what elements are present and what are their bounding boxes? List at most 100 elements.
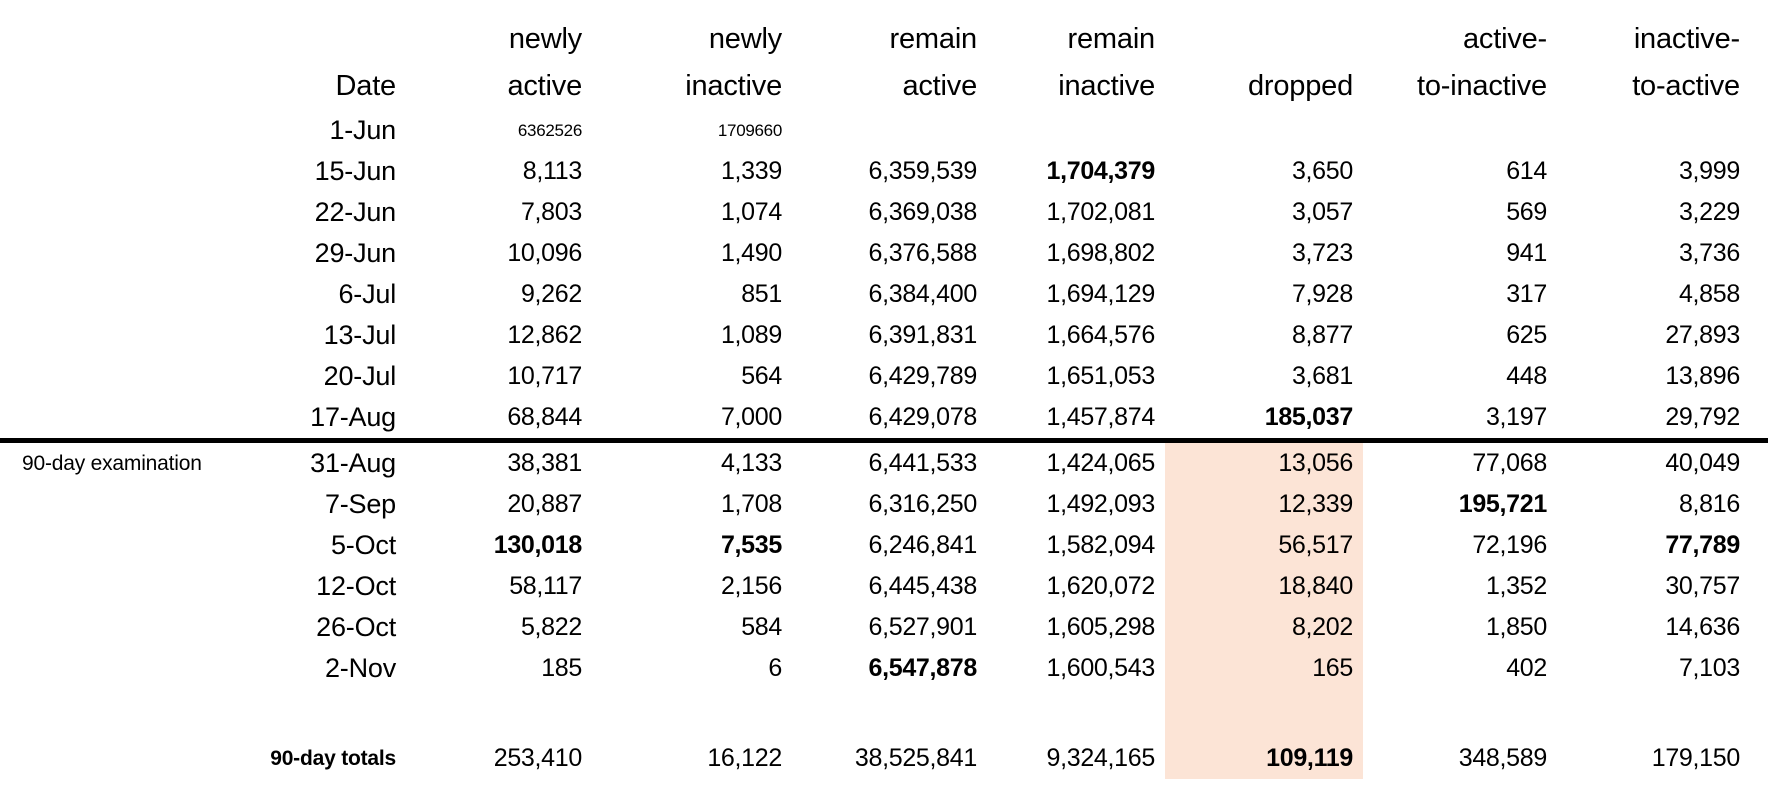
newly-active-cell[interactable]: 9,262 (520, 280, 582, 308)
remain-inactive-cell[interactable]: 1,704,379 (1046, 157, 1155, 185)
date-cell[interactable]: 13-Jul (323, 320, 397, 350)
active-to-inactive-cell[interactable]: 195,721 (1458, 490, 1548, 518)
column-header-remain-inactive[interactable]: remain (1067, 23, 1156, 55)
newly-inactive-cell[interactable]: 584 (741, 613, 782, 641)
remain-inactive-cell[interactable]: 9,324,165 (1046, 744, 1155, 772)
newly-active-cell[interactable]: 38,381 (507, 449, 582, 477)
column-header-remain-active[interactable]: remain (889, 23, 978, 55)
column-header-newly-active[interactable]: newly (508, 23, 582, 55)
newly-active-cell[interactable]: 58,117 (509, 572, 582, 600)
inactive-to-active-cell[interactable]: 27,893 (1665, 321, 1740, 349)
date-cell[interactable]: 17-Aug (310, 402, 396, 432)
inactive-to-active-cell[interactable]: 77,789 (1665, 531, 1740, 559)
remain-active-cell[interactable]: 6,376,588 (868, 239, 977, 267)
inactive-to-active-cell[interactable]: 40,049 (1665, 449, 1740, 477)
date-cell[interactable]: 22-Jun (314, 197, 397, 227)
remain-inactive-cell[interactable]: 1,424,065 (1046, 449, 1155, 477)
remain-active-cell[interactable]: 6,441,533 (868, 449, 977, 477)
inactive-to-active-cell[interactable]: 13,896 (1665, 362, 1740, 390)
remain-active-cell[interactable]: 6,359,539 (868, 157, 977, 185)
dropped-cell[interactable]: 3,723 (1291, 239, 1353, 267)
newly-inactive-cell[interactable]: 7,000 (720, 403, 782, 431)
dropped-cell[interactable]: 56,517 (1165, 525, 1363, 566)
newly-active-cell[interactable]: 5,822 (520, 613, 582, 641)
remain-inactive-cell[interactable]: 1,651,053 (1046, 362, 1155, 390)
newly-inactive-cell[interactable]: 1,490 (720, 239, 782, 267)
dropped-cell[interactable]: 3,650 (1291, 157, 1353, 185)
newly-inactive-cell[interactable]: 1,074 (720, 198, 782, 226)
newly-inactive-cell[interactable]: 564 (741, 362, 782, 390)
inactive-to-active-cell[interactable]: 179,150 (1651, 744, 1741, 772)
newly-active-cell[interactable]: 7,803 (520, 198, 582, 226)
remain-inactive-cell[interactable]: 1,702,081 (1046, 198, 1155, 226)
dropped-cell[interactable]: 8,877 (1291, 321, 1353, 349)
active-to-inactive-cell[interactable]: 348,589 (1458, 744, 1548, 772)
column-header-inactive-to-active[interactable]: inactive- (1633, 23, 1740, 55)
date-cell[interactable]: 90-day totals (270, 746, 396, 770)
active-to-inactive-cell[interactable]: 941 (1506, 239, 1547, 267)
date-cell[interactable]: 20-Jul (323, 361, 397, 391)
column-header-remain-inactive[interactable]: inactive (1058, 70, 1155, 102)
remain-inactive-cell[interactable]: 1,600,543 (1046, 654, 1155, 682)
remain-active-cell[interactable]: 6,547,878 (868, 654, 977, 682)
inactive-to-active-cell[interactable]: 3,736 (1678, 239, 1740, 267)
remain-active-cell[interactable]: 6,316,250 (868, 490, 977, 518)
inactive-to-active-cell[interactable]: 7,103 (1678, 654, 1740, 682)
newly-inactive-cell[interactable]: 1709660 (717, 120, 782, 140)
dropped-cell[interactable]: 7,928 (1291, 280, 1353, 308)
newly-active-cell[interactable]: 10,717 (507, 362, 582, 390)
inactive-to-active-cell[interactable]: 8,816 (1678, 490, 1740, 518)
inactive-to-active-cell[interactable]: 29,792 (1665, 403, 1740, 431)
dropped-cell[interactable]: 12,339 (1165, 484, 1363, 525)
active-to-inactive-cell[interactable]: 77,068 (1472, 449, 1547, 477)
inactive-to-active-cell[interactable]: 4,858 (1678, 280, 1740, 308)
active-to-inactive-cell[interactable]: 1,850 (1485, 613, 1547, 641)
column-header-remain-active[interactable]: active (902, 70, 977, 102)
remain-inactive-cell[interactable]: 1,698,802 (1046, 239, 1155, 267)
remain-inactive-cell[interactable]: 1,694,129 (1046, 280, 1155, 308)
newly-active-cell[interactable]: 6362526 (517, 120, 582, 140)
dropped-cell[interactable]: 3,057 (1291, 198, 1353, 226)
column-header-inactive-to-active[interactable]: to-active (1632, 70, 1740, 102)
active-to-inactive-cell[interactable]: 569 (1506, 198, 1547, 226)
remain-active-cell[interactable]: 6,369,038 (868, 198, 977, 226)
remain-active-cell[interactable]: 6,391,831 (868, 321, 977, 349)
column-header-newly-active[interactable]: active (507, 70, 582, 102)
active-to-inactive-cell[interactable]: 448 (1506, 362, 1547, 390)
newly-inactive-cell[interactable]: 1,339 (720, 157, 782, 185)
inactive-to-active-cell[interactable]: 3,229 (1678, 198, 1740, 226)
dropped-cell[interactable]: 165 (1165, 648, 1363, 689)
remain-active-cell[interactable]: 6,527,901 (868, 613, 977, 641)
active-to-inactive-cell[interactable]: 317 (1506, 280, 1547, 308)
newly-inactive-cell[interactable]: 4,133 (720, 449, 782, 477)
newly-inactive-cell[interactable]: 6 (768, 654, 782, 682)
newly-inactive-cell[interactable]: 16,122 (707, 744, 782, 772)
active-to-inactive-cell[interactable]: 1,352 (1485, 572, 1547, 600)
remain-active-cell[interactable]: 6,246,841 (868, 531, 977, 559)
active-to-inactive-cell[interactable]: 402 (1506, 654, 1547, 682)
newly-active-cell[interactable]: 68,844 (507, 403, 582, 431)
inactive-to-active-cell[interactable]: 30,757 (1665, 572, 1740, 600)
column-header-active-to-inactive[interactable]: active- (1462, 23, 1547, 55)
date-cell[interactable]: 12-Oct (316, 571, 396, 601)
column-header-newly-inactive[interactable]: newly (708, 23, 782, 55)
remain-inactive-cell[interactable]: 1,620,072 (1046, 572, 1155, 600)
newly-inactive-cell[interactable]: 1,708 (720, 490, 782, 518)
date-cell[interactable]: 1-Jun (329, 115, 396, 145)
date-cell[interactable]: 15-Jun (314, 156, 397, 186)
active-to-inactive-cell[interactable]: 72,196 (1472, 531, 1547, 559)
active-to-inactive-cell[interactable]: 3,197 (1485, 403, 1547, 431)
dropped-cell[interactable]: 185,037 (1264, 403, 1354, 431)
date-cell[interactable]: 2-Nov (324, 653, 396, 683)
newly-inactive-cell[interactable]: 851 (741, 280, 782, 308)
newly-inactive-cell[interactable]: 2,156 (720, 572, 782, 600)
row-annotation[interactable]: 90-day examination (22, 451, 202, 475)
inactive-to-active-cell[interactable]: 14,636 (1665, 613, 1740, 641)
date-cell[interactable]: 7-Sep (324, 489, 396, 519)
active-to-inactive-cell[interactable]: 614 (1506, 157, 1547, 185)
remain-active-cell[interactable]: 6,384,400 (868, 280, 977, 308)
newly-active-cell[interactable]: 10,096 (507, 239, 582, 267)
remain-inactive-cell[interactable]: 1,664,576 (1046, 321, 1155, 349)
column-header-active-to-inactive[interactable]: to-inactive (1417, 70, 1547, 102)
remain-inactive-cell[interactable]: 1,582,094 (1046, 531, 1155, 559)
